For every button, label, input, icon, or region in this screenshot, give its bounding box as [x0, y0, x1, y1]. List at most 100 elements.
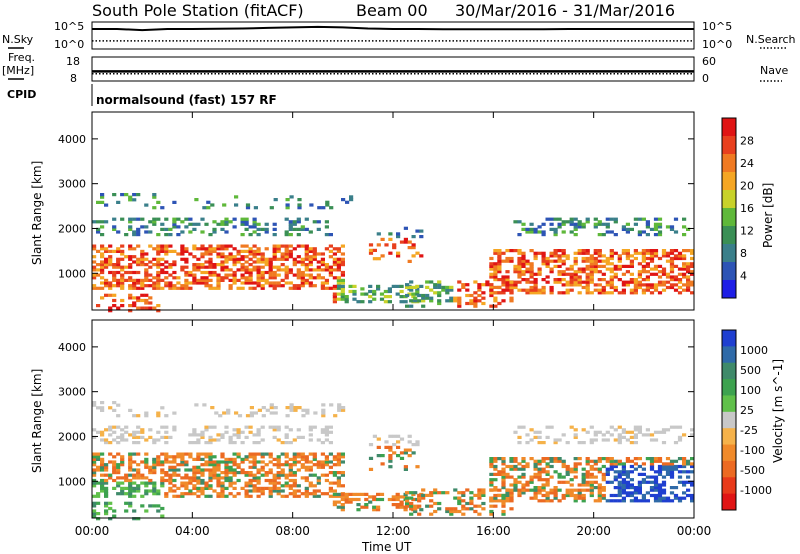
heatmap-cell	[473, 299, 478, 303]
heatmap-cell	[629, 259, 634, 263]
heatmap-cell	[256, 233, 261, 237]
heatmap-cell	[336, 494, 341, 498]
heatmap-cell	[577, 462, 582, 466]
heatmap-cell	[481, 301, 486, 306]
heatmap-cell	[557, 225, 562, 229]
heatmap-cell	[140, 252, 145, 256]
heatmap-cell	[212, 249, 217, 253]
heatmap-cell	[415, 440, 420, 444]
heatmap-cell	[521, 288, 526, 292]
heatmap-cell	[673, 459, 679, 463]
heatmap-cell	[284, 249, 289, 253]
heatmap-cell	[573, 462, 578, 466]
heatmap-cell	[208, 476, 213, 480]
heatmap-cell	[308, 255, 313, 259]
colorbar-tick-label: 24	[740, 157, 754, 170]
heatmap-cell	[501, 251, 506, 255]
heatmap-cell	[228, 471, 233, 475]
heatmap-cell	[212, 220, 217, 224]
heatmap-cell	[497, 499, 502, 503]
heatmap-cell	[553, 233, 558, 237]
heatmap-cell	[473, 304, 478, 308]
heatmap-cell	[653, 480, 659, 484]
heatmap-cell	[372, 297, 377, 301]
heatmap-cell	[677, 280, 683, 284]
heatmap-cell	[673, 486, 679, 490]
heatmap-cell	[352, 492, 357, 496]
heatmap-cell	[228, 220, 233, 224]
heatmap-cell	[308, 260, 313, 264]
heatmap-cell	[541, 459, 546, 463]
heatmap-cell	[128, 457, 133, 461]
heatmap-cell	[521, 459, 526, 463]
heatmap-cell	[313, 411, 318, 415]
heatmap-cell	[690, 264, 695, 268]
heatmap-cell	[613, 285, 618, 290]
heatmap-cell	[176, 473, 181, 477]
heatmap-cell	[252, 433, 257, 437]
heatmap-cell	[132, 433, 137, 437]
heatmap-cell	[352, 297, 357, 301]
heatmap-cell	[204, 463, 209, 467]
heatmap-cell	[116, 260, 121, 264]
heatmap-cell	[164, 473, 169, 477]
heatmap-cell	[533, 462, 538, 466]
heatmap-cell	[489, 480, 494, 484]
heatmap-cell	[396, 232, 401, 236]
heatmap-cell	[140, 217, 145, 221]
heatmap-cell	[345, 200, 350, 204]
heatmap-cell	[204, 265, 209, 269]
heatmap-cell	[140, 286, 145, 290]
heatmap-cell	[156, 460, 161, 464]
heatmap-cell	[212, 286, 217, 290]
heatmap-cell	[597, 493, 602, 498]
heatmap-cell	[156, 309, 161, 313]
heatmap-cell	[690, 256, 695, 261]
time-x-ticks: 00:00 04:00 08:00 12:00 16:00 20:00 00:00	[75, 112, 711, 538]
heatmap-cell	[104, 265, 109, 269]
heatmap-cell	[248, 263, 253, 267]
heatmap-cell	[577, 283, 582, 287]
heatmap-cell	[661, 272, 667, 276]
heatmap-cell	[252, 225, 257, 229]
heatmap-cell	[545, 483, 550, 487]
heatmap-cell	[136, 489, 141, 493]
heatmap-cell	[168, 468, 173, 472]
heatmap-cell	[673, 464, 679, 469]
heatmap-cell	[341, 198, 346, 202]
heatmap-cell	[541, 291, 546, 295]
heatmap-cell	[565, 291, 570, 295]
heatmap-cell	[493, 249, 498, 253]
heatmap-cell	[228, 255, 233, 259]
heatmap-cell	[525, 488, 530, 492]
cpid-label: CPID	[7, 88, 36, 101]
heatmap-cell	[473, 301, 478, 306]
heatmap-cell	[144, 452, 149, 456]
heatmap-cell	[140, 225, 145, 229]
heatmap-cell	[629, 464, 634, 469]
heatmap-cell	[585, 480, 590, 484]
heatmap-cell	[617, 480, 622, 484]
heatmap-cell	[120, 257, 125, 261]
heatmap-cell	[340, 244, 345, 248]
heatmap-cell	[196, 476, 201, 480]
heatmap-cell	[505, 488, 510, 492]
heatmap-cell	[300, 476, 305, 480]
heatmap-cell	[136, 473, 141, 477]
heatmap-cell	[316, 465, 321, 469]
heatmap-cell	[429, 491, 434, 495]
heatmap-cell	[252, 452, 257, 456]
heatmap-cell	[489, 283, 494, 287]
heatmap-cell	[300, 435, 305, 439]
heatmap-cell	[184, 460, 189, 464]
heatmap-cell	[625, 486, 630, 490]
heatmap-cell	[336, 292, 341, 296]
heatmap-cell	[332, 500, 337, 504]
heatmap-cell	[148, 278, 153, 282]
heatmap-cell	[212, 230, 217, 234]
heatmap-cell	[200, 276, 205, 280]
heatmap-cell	[409, 280, 414, 284]
heatmap-cell	[541, 488, 546, 492]
heatmap-cell	[340, 273, 345, 277]
heatmap-cell	[661, 467, 667, 471]
